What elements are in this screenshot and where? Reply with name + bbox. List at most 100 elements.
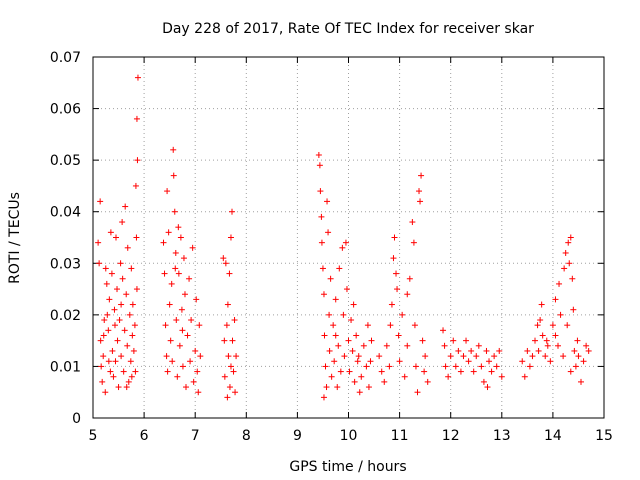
data-point <box>580 358 587 365</box>
data-point <box>99 378 106 385</box>
data-point <box>583 342 590 349</box>
data-point <box>404 291 411 298</box>
data-point <box>336 265 343 272</box>
data-point <box>386 363 393 370</box>
data-point <box>346 368 353 375</box>
data-point <box>181 291 188 298</box>
data-point <box>395 332 402 339</box>
data-point <box>320 394 327 401</box>
data-point <box>193 296 200 303</box>
y-tick-label: 0.07 <box>50 50 81 66</box>
data-point <box>455 347 462 354</box>
data-point <box>575 353 582 360</box>
data-point <box>134 157 141 164</box>
x-tick-label: 13 <box>493 428 511 444</box>
data-point <box>478 363 485 370</box>
data-point <box>133 234 140 241</box>
data-point <box>230 368 237 375</box>
data-point <box>123 384 130 391</box>
data-point <box>417 198 424 205</box>
x-tick-label: 5 <box>89 428 98 444</box>
data-point <box>557 311 564 318</box>
data-point <box>169 358 176 365</box>
data-point <box>167 337 174 344</box>
data-point <box>539 332 546 339</box>
data-point <box>358 373 365 380</box>
data-point <box>109 347 116 354</box>
data-point <box>111 306 118 313</box>
data-point <box>125 378 132 385</box>
data-point <box>187 358 194 365</box>
data-point <box>190 378 197 385</box>
data-point <box>355 353 362 360</box>
data-point <box>316 162 323 169</box>
data-point <box>111 322 118 329</box>
data-point <box>363 363 370 370</box>
data-point <box>315 151 322 158</box>
data-point <box>421 368 428 375</box>
data-point <box>535 347 542 354</box>
data-point <box>394 286 401 293</box>
data-point <box>174 373 181 380</box>
data-point <box>480 378 487 385</box>
data-point <box>178 306 185 313</box>
data-point <box>356 389 363 396</box>
data-point <box>484 384 491 391</box>
data-point <box>179 363 186 370</box>
data-point <box>324 198 331 205</box>
data-point <box>360 342 367 349</box>
data-point <box>180 255 187 262</box>
data-point <box>526 363 533 370</box>
data-point <box>342 239 349 246</box>
data-point <box>104 311 111 318</box>
data-point <box>226 270 233 277</box>
data-point <box>172 249 179 256</box>
data-point <box>418 172 425 179</box>
data-point <box>332 332 339 339</box>
data-point <box>399 311 406 318</box>
data-point <box>221 337 228 344</box>
data-point <box>565 239 572 246</box>
data-point <box>367 358 374 365</box>
data-point <box>391 234 398 241</box>
data-point <box>569 275 576 282</box>
data-point <box>184 332 191 339</box>
data-point <box>196 322 203 329</box>
data-point <box>179 327 186 334</box>
data-point <box>419 337 426 344</box>
x-axis-label: GPS time / hours <box>289 459 406 475</box>
data-point <box>368 337 375 344</box>
data-point <box>330 322 337 329</box>
data-point <box>404 342 411 349</box>
data-point <box>97 337 104 344</box>
y-tick-label: 0.06 <box>50 102 81 118</box>
data-point <box>233 353 240 360</box>
data-point <box>345 337 352 344</box>
data-point <box>221 373 228 380</box>
data-point <box>440 327 447 334</box>
data-point <box>383 342 390 349</box>
data-point <box>534 322 541 329</box>
data-point <box>96 260 103 267</box>
data-point <box>162 322 169 329</box>
data-point <box>393 270 400 277</box>
data-point <box>406 275 413 282</box>
data-point <box>322 363 329 370</box>
data-point <box>348 317 355 324</box>
data-point <box>197 353 204 360</box>
data-point <box>339 244 346 251</box>
data-point <box>542 353 549 360</box>
data-point <box>119 275 126 282</box>
data-point <box>323 384 330 391</box>
data-point <box>117 260 124 267</box>
data-point <box>98 363 105 370</box>
data-point <box>424 378 431 385</box>
data-point <box>107 368 114 375</box>
data-point <box>410 239 417 246</box>
data-point <box>416 188 423 195</box>
data-point <box>491 353 498 360</box>
data-point <box>128 373 135 380</box>
data-point <box>401 373 408 380</box>
y-tick-label: 0.04 <box>50 205 81 221</box>
